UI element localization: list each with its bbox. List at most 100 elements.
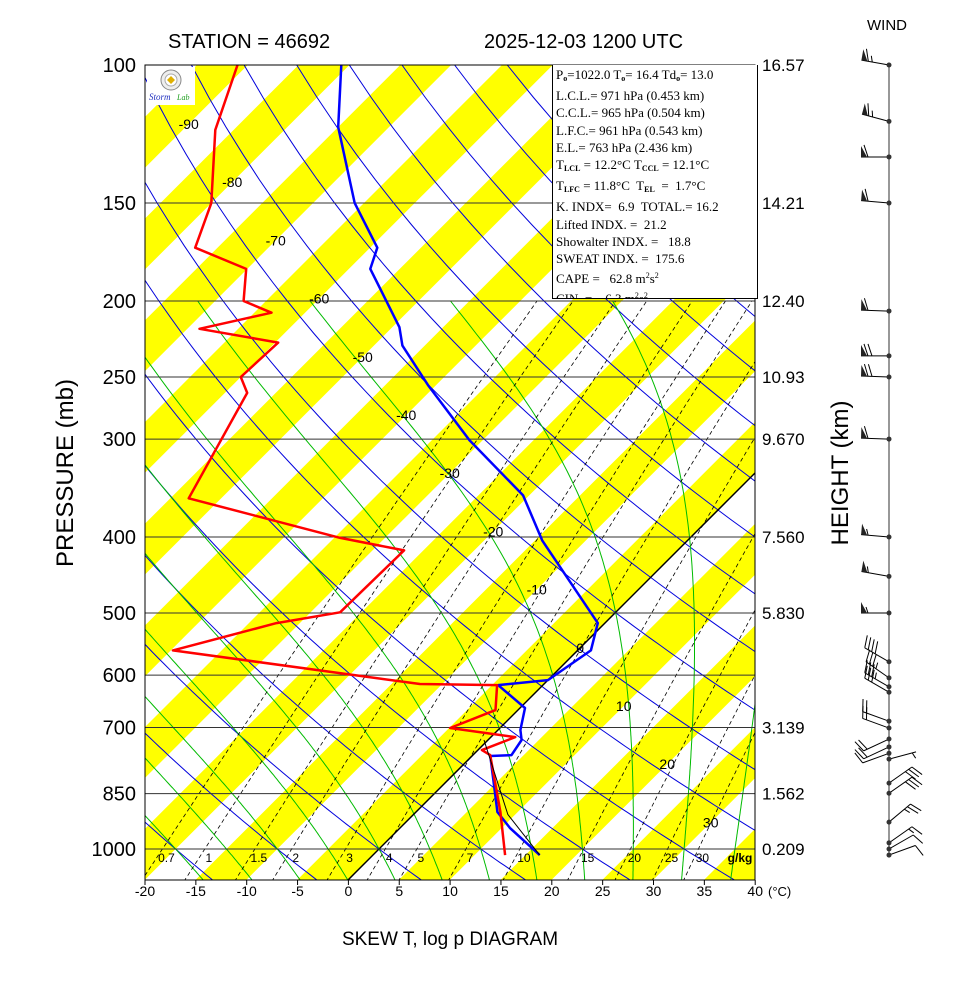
temp-unit-label: (°C) [768, 884, 791, 899]
info-text: K. INDX= 6.9 TOTAL.= 16.2 [556, 199, 719, 215]
temp-tick-label: -20 [135, 883, 155, 899]
barb-full [863, 343, 869, 357]
barb-station-dot [886, 684, 892, 690]
isotherm-label: 20 [659, 756, 675, 772]
info-text: L.C.L.= 971 hPa (0.453 km) [556, 88, 705, 104]
info-line: Showalter INDX. = 18.8 [556, 233, 757, 250]
height-tick-label: 14.21 [762, 194, 805, 213]
barb-shaft [864, 677, 890, 693]
barb-half [866, 566, 869, 573]
info-text: o [621, 74, 626, 83]
isotherm-band [145, 65, 248, 168]
barb-full [867, 364, 873, 377]
barb-half [866, 528, 869, 536]
moist-adiabat [730, 700, 755, 880]
datetime-title: 2025-12-03 1200 UTC [484, 31, 683, 53]
mixing-ratio-label: 0.7 [158, 851, 175, 865]
dry-adiabat [145, 821, 214, 880]
barb-shaft [862, 717, 890, 729]
barb-shaft [863, 738, 890, 752]
pressure-tick-label: 100 [103, 55, 136, 77]
info-text: = 16.4 Td [625, 67, 677, 82]
dry-adiabat [296, 65, 755, 538]
info-text: E.L.= 763 hPa (2.436 km) [556, 139, 693, 155]
wind-barb [886, 776, 923, 796]
barb-pennant [861, 344, 867, 356]
mixing-ratio-label: 4 [386, 851, 393, 865]
mixing-ratio-label: 30 [696, 851, 710, 865]
barb-half [865, 606, 869, 614]
barb-station-dot [886, 353, 892, 359]
info-line: CAPE = 62.8 m2s2 [556, 267, 757, 287]
dry-adiabat [190, 65, 755, 653]
info-text: LCL [563, 164, 581, 174]
barb-shaft [861, 113, 890, 122]
wind-barb [886, 766, 923, 786]
barb-full [871, 639, 875, 652]
info-text: Showalter INDX. = 18.8 [556, 233, 691, 249]
wind-title: WIND [867, 17, 907, 34]
isotherm-label: -50 [353, 349, 373, 365]
barb-full [863, 363, 869, 377]
temp-tick-label: 15 [493, 883, 509, 899]
temp-tick-label: -5 [291, 883, 304, 899]
isotherm-label: 0 [576, 640, 584, 656]
mixing-ratio-line [448, 360, 755, 880]
isotherm-label: -90 [179, 116, 199, 132]
moist-adiabat [450, 300, 634, 880]
isotherm-band [0, 65, 44, 880]
pressure-tick-label: 250 [103, 367, 136, 389]
barb-shaft [888, 776, 913, 794]
barb-full [874, 641, 879, 654]
pressure-tick-label: 500 [103, 603, 136, 625]
barb-half [870, 55, 873, 63]
barb-full [854, 749, 864, 760]
parcel-profile [483, 739, 541, 856]
info-text: CCL [641, 164, 659, 174]
barb-station-dot [886, 846, 892, 852]
pressure-tick-label: 850 [103, 784, 136, 806]
barb-pennant [861, 365, 868, 377]
isotherm-band [500, 625, 755, 880]
isotherm-label: -60 [309, 291, 329, 307]
info-text: =1022.0 T [567, 67, 622, 82]
barb-full [912, 834, 924, 844]
mixing-ratio-line [145, 300, 538, 877]
pressure-tick-label: 300 [103, 429, 136, 451]
barb-full [865, 48, 869, 62]
barb-half [875, 662, 879, 669]
barb-full [872, 654, 877, 667]
temp-tick-label: 40 [747, 883, 763, 899]
info-text: CIN = 6.3 m [556, 291, 635, 299]
barb-station-dot [886, 718, 892, 724]
dry-adiabat [145, 732, 318, 880]
isotherm-label: -20 [483, 523, 503, 539]
height-tick-label: 0.209 [762, 840, 805, 859]
zero-isotherm-line [347, 471, 755, 880]
pressure-tick-label: 1000 [92, 839, 137, 861]
wind-barb [861, 48, 892, 68]
isotherm-band [195, 320, 755, 880]
dry-adiabat [771, 65, 960, 882]
barb-pennant [861, 299, 868, 311]
info-line: SWEAT INDX. = 175.6 [556, 250, 757, 267]
info-text: o [676, 74, 681, 83]
barb-station-dot [886, 534, 892, 540]
barb-station-dot [886, 840, 892, 846]
barb-station-dot [886, 780, 892, 786]
barb-pennant [861, 523, 868, 536]
sounding-indices-box: Po=1022.0 To= 16.4 Tdo= 13.0 L.C.L.= 971 … [552, 65, 758, 299]
mixing-ratio-label: 2 [292, 851, 299, 865]
moist-adiabat [612, 300, 695, 880]
svg-text:Lab: Lab [176, 93, 189, 102]
info-line: TLCL = 12.2°C TCCL = 12.1°C [556, 156, 757, 177]
info-line: C.C.L.= 965 hPa (0.504 km) [556, 104, 757, 121]
barb-half [904, 808, 910, 813]
barb-pennant [861, 145, 867, 157]
wind-barb [864, 660, 892, 690]
barb-station-dot [886, 750, 892, 756]
info-line: TLFC = 11.8°C TEL = 1.7°C [556, 177, 757, 198]
mixing-ratio-label: 1.5 [251, 851, 268, 865]
isotherm-label: -40 [396, 407, 416, 423]
height-tick-label: 10.93 [762, 368, 805, 387]
